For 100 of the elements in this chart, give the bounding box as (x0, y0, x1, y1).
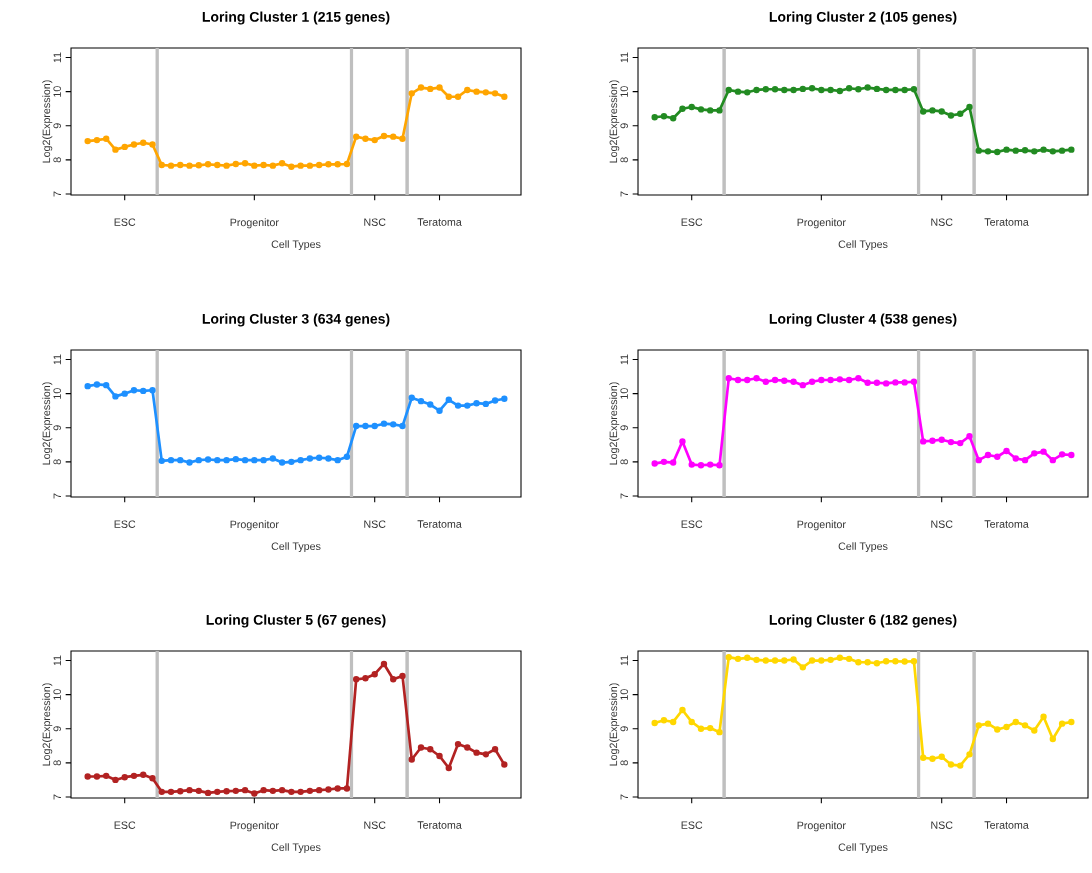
point (149, 141, 156, 148)
point (288, 458, 295, 466)
point (716, 462, 723, 469)
point (417, 397, 425, 405)
point (910, 378, 918, 385)
point (1031, 727, 1038, 734)
point (93, 381, 101, 388)
y-tick-label: 10 (53, 689, 61, 700)
point (716, 107, 723, 114)
point (966, 433, 973, 440)
point (651, 719, 658, 727)
point (716, 728, 723, 736)
x-tick-label: NSC (931, 218, 953, 226)
y-tick-label: 7 (53, 493, 61, 499)
point (957, 439, 964, 447)
point (371, 136, 378, 144)
point (445, 764, 452, 772)
point (864, 379, 871, 386)
point (975, 722, 982, 729)
x-tick-label: ESC (114, 520, 136, 528)
point (343, 160, 351, 168)
y-axis-title: Log2(Expression) (42, 683, 53, 766)
point (464, 744, 471, 751)
point (660, 113, 668, 120)
point (679, 438, 686, 445)
point (892, 86, 899, 94)
point (744, 89, 751, 96)
point (864, 84, 871, 91)
point (140, 139, 147, 147)
point (278, 160, 286, 167)
point (343, 453, 351, 460)
point (158, 161, 165, 169)
point (260, 786, 267, 794)
point (679, 706, 686, 714)
point (380, 420, 388, 427)
point (1058, 147, 1066, 154)
point (762, 378, 769, 385)
point (938, 436, 945, 443)
point (771, 86, 779, 93)
point (177, 456, 184, 464)
chart-title: Loring Cluster 4 (538 genes) (769, 313, 957, 327)
point (753, 656, 760, 664)
y-tick-label: 11 (53, 52, 61, 63)
point (278, 459, 286, 466)
point (1031, 148, 1038, 155)
point (232, 787, 240, 795)
point (808, 85, 816, 92)
point (929, 437, 936, 444)
point (454, 740, 462, 748)
point (288, 163, 295, 170)
point (882, 86, 890, 94)
point (167, 788, 175, 796)
point (371, 670, 378, 678)
point (371, 422, 378, 430)
point (167, 162, 175, 169)
y-tick-label: 10 (620, 689, 628, 700)
y-tick-label: 7 (620, 493, 628, 499)
y-tick-label: 10 (620, 86, 628, 97)
point (436, 84, 443, 91)
point (799, 381, 807, 389)
point (380, 660, 388, 668)
point (102, 772, 110, 780)
x-axis-title: Cell Types (838, 240, 888, 251)
point (408, 394, 415, 401)
point (427, 401, 434, 408)
point (873, 379, 881, 386)
point (223, 456, 230, 464)
x-axis-title: Cell Types (838, 542, 888, 553)
point (223, 787, 230, 795)
point (464, 86, 471, 94)
point (362, 422, 369, 430)
point (901, 379, 908, 386)
y-tick-label: 9 (53, 425, 61, 431)
point (102, 381, 110, 389)
point (297, 788, 304, 796)
x-tick-label: ESC (114, 218, 136, 226)
point (808, 378, 816, 385)
point (688, 461, 695, 468)
point (306, 162, 314, 169)
point (901, 658, 908, 665)
point (966, 103, 973, 111)
point (334, 456, 341, 464)
point (818, 657, 825, 664)
y-tick-label: 9 (620, 726, 628, 732)
x-tick-label: Progenitor (230, 520, 279, 531)
point (818, 376, 825, 384)
point (651, 460, 658, 467)
point (651, 114, 658, 121)
point (214, 456, 221, 464)
x-tick-label: ESC (681, 821, 703, 829)
point (919, 438, 927, 445)
point (808, 657, 816, 664)
point (882, 380, 890, 387)
point (204, 161, 212, 168)
y-tick-label: 10 (53, 388, 61, 399)
point (195, 162, 202, 169)
point (427, 85, 434, 93)
point (845, 376, 853, 384)
point (121, 390, 128, 397)
point (306, 455, 314, 462)
